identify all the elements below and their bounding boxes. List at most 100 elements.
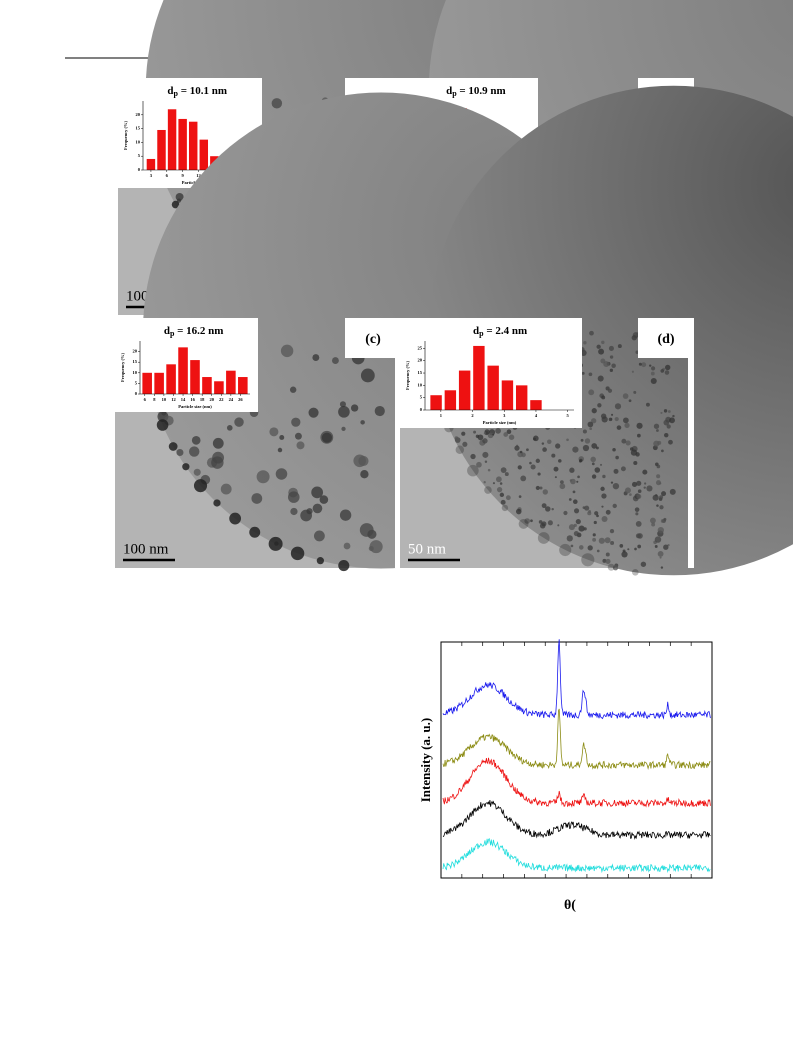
y-tick-label: 15 bbox=[136, 126, 141, 131]
particle bbox=[331, 357, 339, 365]
particle bbox=[623, 417, 629, 424]
particle bbox=[637, 533, 643, 539]
particle bbox=[575, 519, 581, 525]
particle bbox=[593, 520, 597, 525]
particle bbox=[657, 550, 664, 557]
edge-particle bbox=[559, 543, 572, 557]
particle bbox=[597, 403, 602, 408]
particle bbox=[589, 330, 594, 336]
particle bbox=[625, 440, 631, 446]
particle bbox=[591, 474, 597, 479]
particle bbox=[557, 524, 560, 527]
edge-particle bbox=[455, 445, 465, 455]
scale-label: 50 nm bbox=[408, 541, 446, 557]
particle bbox=[649, 517, 656, 524]
particle bbox=[176, 448, 184, 457]
particle bbox=[294, 432, 302, 440]
particle bbox=[578, 545, 584, 550]
particle bbox=[584, 505, 590, 511]
particle bbox=[608, 417, 613, 422]
particle bbox=[630, 449, 638, 456]
edge-particle bbox=[537, 532, 550, 544]
particle bbox=[554, 476, 557, 479]
edge-particle bbox=[484, 486, 492, 494]
particle bbox=[650, 378, 657, 385]
particle bbox=[588, 389, 595, 396]
particle bbox=[578, 525, 585, 532]
particle bbox=[572, 499, 578, 505]
particle bbox=[504, 472, 509, 477]
particle bbox=[641, 362, 647, 368]
particle bbox=[649, 364, 652, 367]
particle bbox=[596, 549, 600, 553]
particle bbox=[640, 561, 647, 567]
title-part: d bbox=[164, 325, 170, 337]
particle bbox=[226, 425, 233, 431]
particle bbox=[580, 438, 584, 442]
particle bbox=[559, 480, 564, 485]
particle bbox=[605, 552, 610, 557]
particle bbox=[608, 345, 614, 351]
particle bbox=[636, 422, 643, 429]
particle bbox=[601, 505, 604, 508]
particle bbox=[579, 459, 582, 463]
particle bbox=[338, 406, 350, 418]
particle bbox=[605, 558, 611, 564]
particle bbox=[654, 545, 658, 548]
particle bbox=[661, 449, 664, 453]
particle bbox=[634, 547, 637, 551]
particle bbox=[499, 492, 505, 498]
bar bbox=[473, 345, 485, 410]
bar bbox=[188, 121, 198, 170]
title-part: = 10.9 nm bbox=[457, 85, 506, 97]
y-tick-label: 20 bbox=[136, 112, 141, 117]
bar bbox=[190, 360, 200, 394]
particle bbox=[475, 434, 480, 438]
particle bbox=[636, 480, 642, 486]
title-part: p bbox=[479, 329, 484, 338]
particle bbox=[193, 468, 201, 476]
x-tick-label: 3 bbox=[150, 173, 153, 178]
particle bbox=[296, 441, 305, 450]
xrd-trace bbox=[442, 639, 711, 720]
particle bbox=[551, 453, 556, 458]
particle bbox=[656, 429, 659, 432]
particle bbox=[577, 475, 580, 479]
particle bbox=[541, 503, 547, 509]
bar bbox=[530, 400, 542, 410]
bar bbox=[178, 347, 188, 394]
particle bbox=[588, 510, 591, 513]
x-axis-label: θ( bbox=[564, 898, 576, 913]
particle bbox=[602, 558, 607, 563]
edge-particle bbox=[467, 464, 479, 477]
edge-particle bbox=[182, 463, 190, 471]
particle bbox=[645, 402, 650, 407]
particle bbox=[583, 341, 587, 345]
edge-particle bbox=[168, 442, 178, 451]
particle bbox=[359, 523, 374, 537]
particle bbox=[220, 483, 232, 495]
xrd-trace bbox=[442, 757, 711, 808]
particle bbox=[667, 410, 671, 413]
particle bbox=[321, 432, 332, 443]
bar bbox=[166, 364, 176, 394]
x-tick-label: 1 bbox=[440, 413, 443, 418]
title-part: = 10.1 nm bbox=[178, 85, 227, 97]
particle bbox=[599, 463, 603, 466]
particle bbox=[629, 493, 632, 496]
particle bbox=[611, 413, 614, 416]
particle bbox=[654, 536, 662, 543]
particle bbox=[612, 565, 619, 571]
y-tick-label: 10 bbox=[133, 370, 138, 375]
particle bbox=[600, 413, 607, 419]
y-tick-label: 5 bbox=[138, 153, 141, 158]
y-tick-label: 15 bbox=[133, 359, 138, 364]
particle bbox=[545, 506, 551, 512]
particle bbox=[596, 344, 601, 349]
particle bbox=[612, 447, 616, 452]
x-tick-label: 5 bbox=[567, 413, 570, 418]
particle bbox=[669, 488, 676, 495]
particle bbox=[656, 474, 661, 479]
particle bbox=[582, 429, 587, 434]
